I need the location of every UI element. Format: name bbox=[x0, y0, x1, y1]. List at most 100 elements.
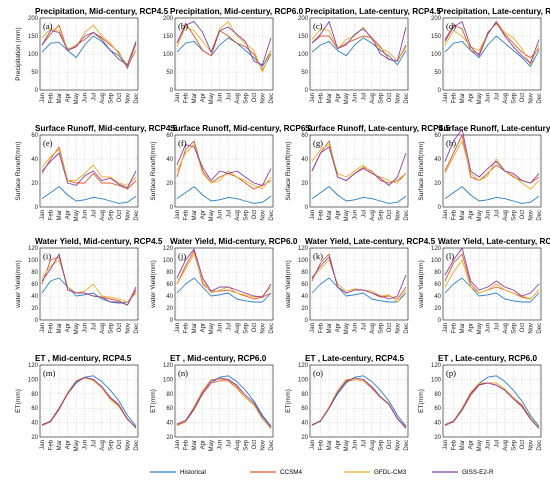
x-tick-label: Jun bbox=[353, 93, 359, 103]
series-line-giss-e2-r bbox=[176, 21, 272, 66]
x-tick-label: Mar bbox=[460, 323, 466, 333]
x-tick-label: Sep bbox=[108, 439, 114, 450]
y-tick-label: 40 bbox=[434, 294, 441, 300]
panel-title: Water Yield, Late-century, RCP6.0 bbox=[438, 237, 550, 246]
series-line-gfdl-cm3 bbox=[311, 144, 407, 184]
series-line-historical bbox=[41, 186, 137, 204]
series-line-gfdl-cm3 bbox=[41, 24, 137, 66]
panel-l: Water Yield, Late-century, RCP6.0 0 20 40 60… bbox=[418, 237, 550, 334]
y-tick-label: 100 bbox=[431, 377, 442, 383]
x-tick-label: Oct bbox=[520, 210, 526, 220]
panel-title: Precipitation, Mid-century, RCP4.5 bbox=[35, 7, 169, 16]
y-tick-label: 80 bbox=[301, 392, 308, 398]
x-tick-label: Dec bbox=[404, 93, 410, 104]
x-tick-label: Jul bbox=[91, 323, 97, 331]
x-tick-label: Dec bbox=[134, 440, 140, 451]
series-line-giss-e2-r bbox=[311, 21, 407, 62]
x-tick-label: Oct bbox=[252, 210, 258, 220]
x-tick-label: May bbox=[209, 440, 215, 451]
x-tick-label: Apr bbox=[201, 440, 207, 449]
panel-title: Water Yield, Mid-century, RCP4.5 bbox=[35, 237, 163, 246]
series-line-ccsm4 bbox=[311, 35, 407, 62]
y-tick-label: 60 bbox=[166, 282, 173, 288]
x-tick-label: Dec bbox=[269, 93, 275, 104]
x-tick-label: Feb bbox=[452, 439, 458, 450]
series-line-ccsm4 bbox=[176, 380, 272, 429]
y-tick-label: 0 bbox=[35, 88, 39, 94]
panel-label: (d) bbox=[446, 21, 456, 31]
x-tick-label: Apr bbox=[469, 323, 475, 332]
y-tick-label: 100 bbox=[163, 377, 174, 383]
panel-label: (h) bbox=[446, 138, 456, 148]
panel-label: (f) bbox=[178, 138, 187, 148]
x-tick-label: Oct bbox=[117, 440, 123, 450]
x-tick-label: Jun bbox=[218, 210, 224, 220]
legend-label: Historical bbox=[180, 469, 206, 476]
x-tick-label: Dec bbox=[269, 210, 275, 221]
x-tick-label: Jun bbox=[83, 210, 89, 220]
panel-f: Surface Runoff, Mid-century, RCP6.0 0 20 40… bbox=[150, 124, 313, 221]
x-tick-label: Sep bbox=[243, 92, 249, 103]
x-tick-label: May bbox=[477, 323, 483, 334]
y-tick-label: 50 bbox=[166, 70, 173, 76]
plot-frame bbox=[309, 247, 409, 321]
y-tick-label: 0 bbox=[170, 205, 174, 211]
y-tick-label: 40 bbox=[166, 294, 173, 300]
y-tick-label: 20 bbox=[31, 306, 38, 312]
x-tick-label: Oct bbox=[520, 440, 526, 450]
x-tick-label: Aug bbox=[235, 93, 241, 104]
y-tick-label: 150 bbox=[28, 34, 39, 40]
x-tick-label: Aug bbox=[503, 440, 509, 451]
y-tick-label: 60 bbox=[31, 282, 38, 288]
y-tick-label: 20 bbox=[301, 435, 308, 441]
y-axis-label: water Yield(mm) bbox=[418, 260, 425, 309]
x-tick-label: Oct bbox=[520, 323, 526, 333]
x-tick-label: Sep bbox=[378, 92, 384, 103]
x-tick-label: Sep bbox=[511, 92, 517, 103]
x-tick-label: Nov bbox=[528, 323, 534, 334]
x-tick-label: Mar bbox=[460, 93, 466, 103]
x-tick-label: Sep bbox=[108, 322, 114, 333]
x-tick-label: Jan bbox=[310, 210, 316, 220]
x-tick-label: Jan bbox=[310, 93, 316, 103]
y-tick-label: 0 bbox=[35, 205, 39, 211]
plot-frame bbox=[442, 364, 542, 438]
x-tick-label: Feb bbox=[49, 322, 55, 333]
x-tick-label: Mar bbox=[57, 440, 63, 450]
y-tick-label: 80 bbox=[31, 270, 38, 276]
x-tick-label: Jun bbox=[83, 440, 89, 450]
plot-frame bbox=[309, 364, 409, 438]
series-line-giss-e2-r bbox=[311, 377, 407, 428]
series-line-historical bbox=[176, 186, 272, 204]
x-tick-label: Jul bbox=[226, 440, 232, 448]
series-line-gfdl-cm3 bbox=[41, 376, 137, 428]
x-tick-label: May bbox=[74, 323, 80, 334]
x-tick-label: Nov bbox=[260, 440, 266, 451]
y-tick-label: 50 bbox=[31, 70, 38, 76]
x-tick-label: Aug bbox=[100, 210, 106, 221]
panel-label: (b) bbox=[178, 21, 188, 31]
panel-label: (l) bbox=[446, 251, 454, 261]
y-tick-label: 60 bbox=[301, 406, 308, 412]
x-tick-label: May bbox=[74, 210, 80, 221]
x-tick-label: Jan bbox=[175, 440, 181, 450]
series-line-historical bbox=[444, 277, 540, 303]
x-tick-label: Jul bbox=[226, 323, 232, 331]
y-axis-label: Surface Runoff(mm) bbox=[418, 141, 425, 200]
series-line-giss-e2-r bbox=[41, 376, 137, 428]
plot-frame bbox=[442, 134, 542, 208]
x-tick-label: Jun bbox=[486, 440, 492, 450]
x-tick-label: Jun bbox=[353, 323, 359, 333]
x-tick-label: Jan bbox=[310, 440, 316, 450]
x-tick-label: Jul bbox=[494, 210, 500, 218]
x-tick-label: Jul bbox=[361, 440, 367, 448]
y-tick-label: 20 bbox=[31, 181, 38, 187]
x-tick-label: Oct bbox=[387, 210, 393, 220]
x-tick-label: Jun bbox=[486, 323, 492, 333]
x-tick-label: Jan bbox=[40, 93, 46, 103]
x-tick-label: Sep bbox=[378, 209, 384, 220]
y-tick-label: 100 bbox=[431, 52, 442, 58]
x-tick-label: Jul bbox=[361, 210, 367, 218]
x-tick-label: Aug bbox=[100, 93, 106, 104]
y-tick-label: 60 bbox=[301, 133, 308, 139]
